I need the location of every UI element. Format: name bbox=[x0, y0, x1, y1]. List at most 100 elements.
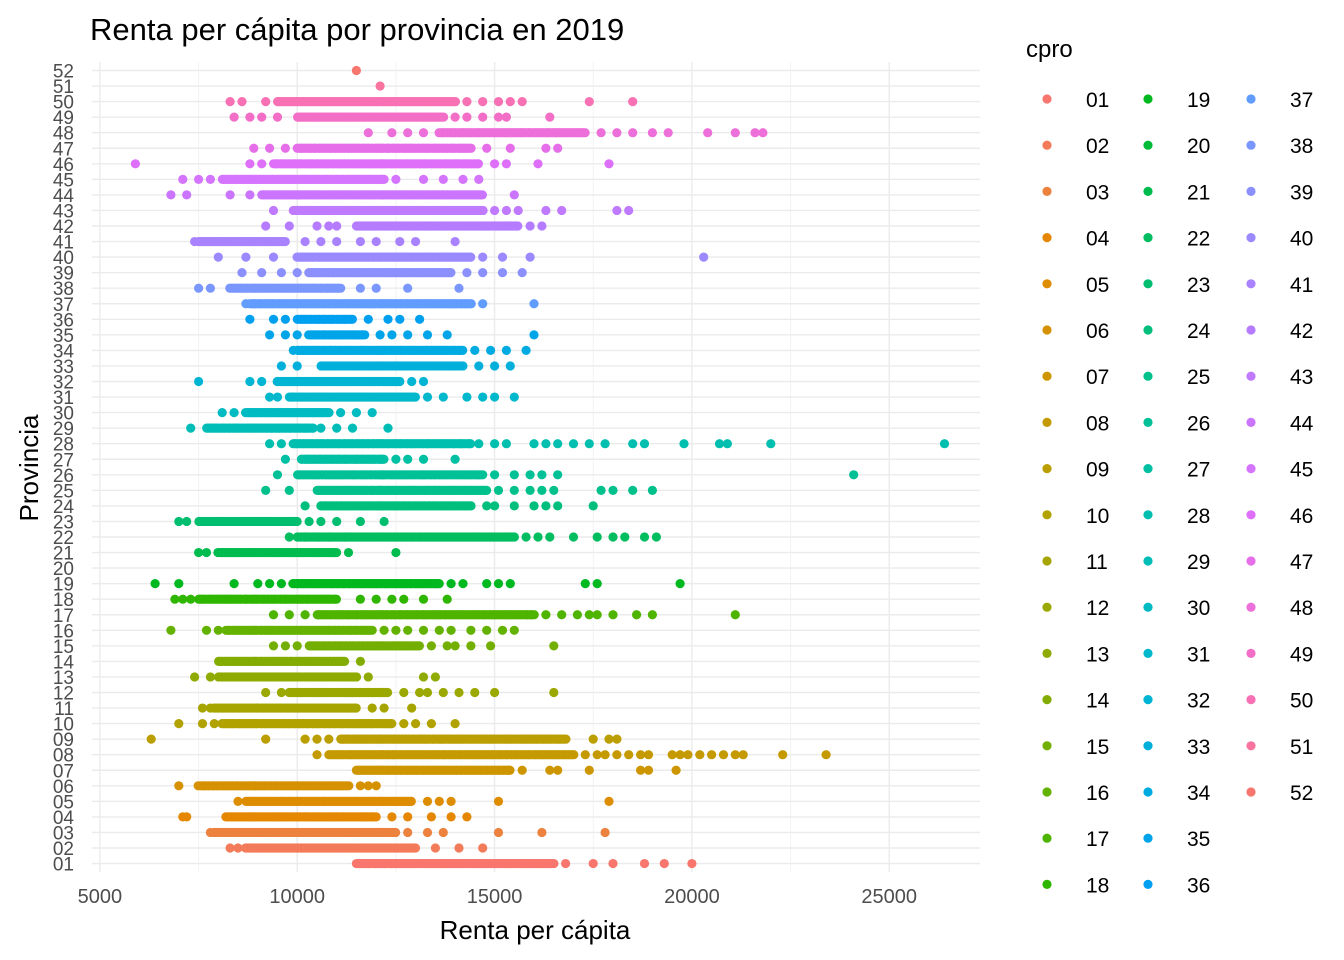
data-point bbox=[186, 423, 196, 433]
data-point bbox=[513, 221, 523, 231]
data-point bbox=[738, 750, 748, 760]
data-point bbox=[525, 252, 535, 262]
data-point bbox=[446, 796, 456, 806]
data-point bbox=[182, 812, 192, 822]
data-point bbox=[505, 765, 515, 775]
data-point bbox=[939, 439, 950, 449]
data-point bbox=[304, 516, 314, 527]
data-point bbox=[624, 750, 634, 760]
data-point bbox=[186, 594, 196, 604]
data-point bbox=[276, 579, 286, 589]
data-point bbox=[411, 858, 421, 869]
data-point bbox=[474, 361, 484, 371]
data-point bbox=[434, 625, 444, 635]
data-point bbox=[624, 205, 634, 216]
data-point bbox=[529, 330, 539, 340]
data-point bbox=[553, 501, 563, 511]
data-point bbox=[604, 796, 614, 806]
data-point bbox=[422, 827, 433, 838]
data-point bbox=[600, 439, 610, 449]
data-point bbox=[636, 765, 646, 775]
data-point bbox=[403, 827, 413, 838]
data-point bbox=[490, 687, 500, 698]
data-point bbox=[272, 392, 283, 402]
data-point bbox=[403, 330, 413, 340]
data-point bbox=[268, 252, 279, 262]
data-point bbox=[549, 858, 559, 869]
data-point bbox=[280, 314, 290, 324]
data-point bbox=[683, 750, 693, 760]
data-point bbox=[430, 672, 440, 682]
series-08 bbox=[312, 750, 831, 760]
data-point bbox=[509, 625, 519, 635]
data-point bbox=[395, 314, 405, 324]
series-30 bbox=[217, 408, 377, 418]
data-point bbox=[213, 252, 223, 262]
data-point bbox=[537, 221, 547, 231]
data-point bbox=[474, 174, 484, 184]
data-point bbox=[529, 299, 539, 309]
data-point bbox=[418, 174, 429, 184]
data-point bbox=[265, 439, 275, 449]
data-point bbox=[347, 423, 358, 433]
data-point bbox=[541, 439, 551, 449]
data-point bbox=[553, 765, 563, 775]
data-point bbox=[549, 687, 559, 698]
data-point bbox=[651, 532, 662, 542]
data-point bbox=[450, 454, 460, 464]
data-point bbox=[410, 392, 420, 402]
data-point bbox=[276, 687, 286, 698]
data-point bbox=[632, 610, 642, 620]
data-point bbox=[217, 408, 227, 418]
data-point bbox=[675, 579, 685, 589]
series-25 bbox=[261, 485, 658, 495]
data-point bbox=[588, 858, 598, 869]
data-point bbox=[229, 579, 239, 589]
data-point bbox=[620, 532, 630, 542]
data-point bbox=[300, 734, 310, 744]
data-point bbox=[174, 516, 184, 527]
data-point bbox=[197, 719, 208, 729]
data-point bbox=[521, 858, 531, 869]
data-point bbox=[324, 532, 334, 542]
series-05 bbox=[233, 796, 614, 806]
data-point bbox=[592, 579, 602, 589]
data-point bbox=[687, 858, 697, 869]
data-point bbox=[584, 610, 594, 620]
data-point bbox=[280, 454, 290, 464]
data-point bbox=[478, 470, 488, 480]
data-point bbox=[391, 625, 401, 635]
series-36 bbox=[245, 314, 425, 324]
series-01 bbox=[351, 858, 697, 869]
data-point bbox=[608, 532, 618, 542]
data-point bbox=[568, 439, 579, 449]
data-point bbox=[174, 781, 184, 791]
data-point bbox=[268, 314, 279, 324]
data-point bbox=[150, 579, 160, 589]
data-point bbox=[387, 719, 397, 729]
data-point bbox=[261, 687, 271, 698]
data-point bbox=[276, 361, 286, 371]
data-point bbox=[245, 314, 255, 324]
data-point bbox=[501, 345, 511, 355]
data-point bbox=[446, 579, 456, 589]
data-point bbox=[501, 205, 511, 216]
data-point bbox=[395, 376, 405, 387]
data-point bbox=[490, 439, 500, 449]
data-point bbox=[383, 687, 393, 698]
data-point bbox=[438, 687, 448, 698]
data-point bbox=[280, 236, 290, 247]
data-point bbox=[592, 750, 602, 760]
data-point bbox=[229, 408, 239, 418]
data-point bbox=[351, 408, 361, 418]
data-points bbox=[130, 65, 950, 869]
data-point bbox=[383, 314, 393, 324]
data-point bbox=[418, 454, 429, 464]
series-18 bbox=[170, 594, 452, 604]
data-point bbox=[722, 439, 733, 449]
data-point bbox=[647, 610, 658, 620]
data-point bbox=[300, 532, 310, 542]
data-point bbox=[561, 734, 571, 744]
series-14 bbox=[214, 656, 365, 667]
